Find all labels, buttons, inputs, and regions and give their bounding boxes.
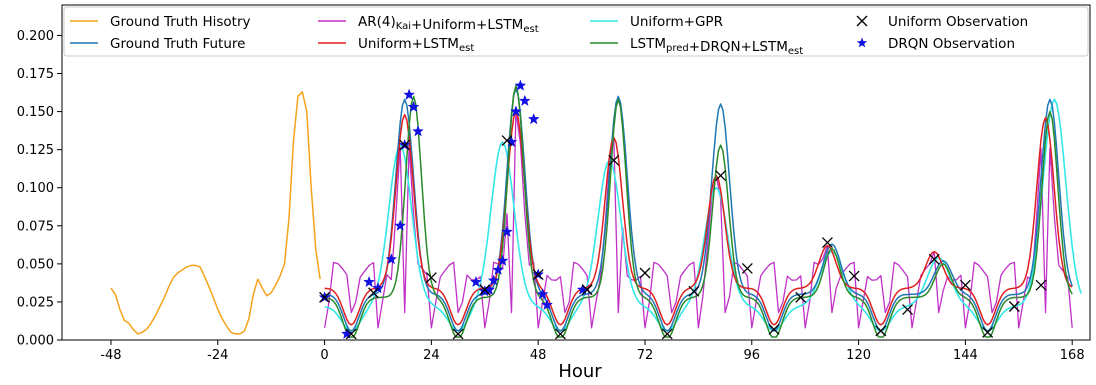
drqn-observation-point <box>469 275 482 288</box>
legend-label: AR(4)Kai+Uniform+LSTMest <box>358 14 539 35</box>
x-tick-label: 168 <box>1060 348 1085 363</box>
uniform-lstm-line <box>324 110 1073 326</box>
x-tick-label: 72 <box>637 348 654 363</box>
uniform-observation-point <box>982 326 994 338</box>
x-tick-label: 48 <box>530 348 547 363</box>
legend-label: Uniform+GPR <box>630 14 723 30</box>
legend-entry: AR(4)Kai+Uniform+LSTMest <box>318 14 539 35</box>
y-tick-label: 0.075 <box>17 219 54 234</box>
drqn-observation-point <box>501 225 513 237</box>
uniform-observation-point <box>928 253 940 265</box>
uniform-observation-point <box>532 269 544 280</box>
uniform-observation-point <box>501 135 513 146</box>
legend-entry: Ground Truth Future <box>70 36 245 52</box>
plot-frame <box>61 4 1091 341</box>
uniform-observation-point <box>639 267 651 279</box>
uniform-observation-point <box>425 272 437 284</box>
uniform-observation-point <box>479 284 491 296</box>
legend-label: Uniform+LSTMest <box>358 36 474 54</box>
drqn-observation-point <box>492 263 505 275</box>
uniform-observation-point <box>368 287 379 299</box>
uniform-observation-point <box>608 154 620 166</box>
uniform-observation-point <box>319 291 331 303</box>
drqn-observation-point <box>412 125 424 137</box>
lstm-drqn-lstm-line <box>324 84 1073 338</box>
y-tick-label: 0.050 <box>17 257 54 272</box>
drqn-observation-point <box>514 79 527 91</box>
legend-entry: DRQN Observation <box>856 36 1015 52</box>
drqn-observation-point <box>510 105 522 117</box>
uniform-observation-point <box>875 325 887 337</box>
y-tick-label: 0.125 <box>17 143 54 158</box>
legend-swatch <box>856 37 868 48</box>
x-tick-label: -24 <box>207 348 228 363</box>
x-axis-label: Hour <box>558 361 602 382</box>
legend: Ground Truth Hisotry Ground Truth Future A… <box>63 6 1089 57</box>
drqn-observation-point <box>518 94 531 106</box>
uniform-observation-point <box>452 328 464 340</box>
uniform-observation-point <box>715 170 727 182</box>
y-tick-label: 0.150 <box>17 105 54 120</box>
x-tick-label: 96 <box>744 348 761 363</box>
y-tick-label: 0.100 <box>17 181 54 196</box>
legend-entry: Uniform Observation <box>856 14 1028 30</box>
drqn-observation-point <box>407 100 420 113</box>
legend-entry: Uniform+GPR <box>590 14 723 30</box>
legend-label: Ground Truth Future <box>110 36 245 52</box>
uniform-observation-point <box>1035 279 1047 291</box>
drqn-observation-point <box>487 274 500 286</box>
uniform-observation-point <box>821 237 833 249</box>
x-tick-label: 144 <box>953 348 978 363</box>
y-tick-label: 0.175 <box>17 67 54 82</box>
uniform-observation-point <box>959 279 971 291</box>
uniform-observation-point <box>1008 301 1020 312</box>
legend-label: LSTMpred+DRQN+LSTMest <box>630 36 803 57</box>
uniform-observation-point <box>345 328 357 340</box>
observation-markers <box>318 79 1047 340</box>
ground-truth-history-line <box>110 91 321 335</box>
uniform-observation-point <box>795 291 807 303</box>
uniform-observation-point <box>902 304 914 316</box>
uniform-observation-point <box>741 262 753 274</box>
uniform-observation-point <box>768 323 780 335</box>
x-tick-label: 24 <box>423 348 440 363</box>
y-tick-label: 0.200 <box>17 29 54 44</box>
uniform-observation-point <box>848 270 860 282</box>
uniform-observation-point <box>661 328 673 340</box>
drqn-observation-point <box>483 283 496 295</box>
drqn-observation-point <box>363 275 375 288</box>
uniform-observation-point <box>688 285 700 297</box>
uniform-observation-point <box>581 284 593 296</box>
drqn-observation-point <box>340 327 353 339</box>
drqn-observation-point <box>541 298 553 310</box>
drqn-observation-point <box>527 112 540 125</box>
series-lines <box>110 84 1082 338</box>
legend-entry: LSTMpred+DRQN+LSTMest <box>590 36 803 57</box>
drqn-observation-point <box>385 253 398 265</box>
legend-label: Ground Truth Hisotry <box>110 14 250 30</box>
x-tick-label: 120 <box>846 348 871 363</box>
plot-area-frame <box>61 4 1091 341</box>
axis-ticks: -48 -24 0 24 48 72 96 120 144 168 0.000 0.025 0.050 0… <box>17 29 1085 363</box>
legend-entry: Ground Truth Hisotry <box>70 14 250 30</box>
drqn-observation-point <box>536 288 549 300</box>
legend-label: Uniform Observation <box>888 14 1028 30</box>
uniform-observation-point <box>554 328 566 340</box>
drqn-observation-point <box>576 283 589 295</box>
drqn-observation-point <box>394 219 407 231</box>
legend-label: DRQN Observation <box>888 36 1015 52</box>
y-tick-label: 0.025 <box>17 295 54 310</box>
legend-entry: Uniform+LSTMest <box>318 36 474 54</box>
x-tick-label: -48 <box>100 348 121 363</box>
drqn-observation-point <box>403 88 415 100</box>
x-tick-label: 0 <box>320 348 328 363</box>
uniform-observation-point <box>399 139 411 151</box>
drqn-observation-point <box>496 254 509 266</box>
y-tick-label: 0.000 <box>17 334 54 349</box>
